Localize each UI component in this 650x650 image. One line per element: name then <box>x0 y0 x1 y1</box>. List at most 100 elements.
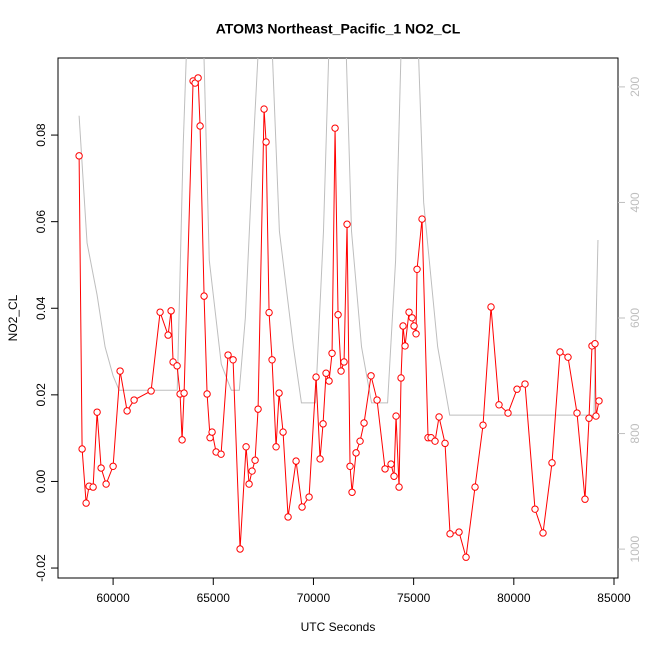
point <box>328 349 336 357</box>
point <box>164 331 172 339</box>
point <box>78 445 86 453</box>
x-tick-label: 60000 <box>96 591 130 605</box>
point <box>316 455 324 463</box>
point <box>352 449 360 457</box>
y2-tick-label: 600 <box>628 308 642 328</box>
point <box>319 420 327 428</box>
point <box>208 428 216 436</box>
x-tick-label: 85000 <box>597 591 631 605</box>
x-tick-label: 65000 <box>197 591 231 605</box>
point <box>173 362 181 370</box>
point <box>348 488 356 496</box>
point <box>446 530 454 538</box>
point <box>325 377 333 385</box>
point <box>272 443 280 451</box>
point <box>248 467 256 475</box>
point <box>89 483 97 491</box>
point <box>200 292 208 300</box>
point <box>109 462 117 470</box>
x-tick-label: 70000 <box>297 591 331 605</box>
point <box>395 483 403 491</box>
point <box>254 405 262 413</box>
point <box>322 369 330 377</box>
point <box>292 457 300 465</box>
x-tick-label: 80000 <box>497 591 531 605</box>
point <box>312 373 320 381</box>
point <box>387 460 395 468</box>
x-axis-label: UTC Seconds <box>301 620 376 634</box>
point <box>242 443 250 451</box>
point <box>390 472 398 480</box>
point <box>504 409 512 417</box>
point <box>224 351 232 359</box>
y-tick-label: 0.06 <box>34 210 48 234</box>
point <box>194 74 202 82</box>
point <box>381 465 389 473</box>
point <box>399 322 407 330</box>
point <box>392 412 400 420</box>
y2-tick-label: 800 <box>628 423 642 443</box>
point <box>373 396 381 404</box>
point <box>556 348 564 356</box>
point <box>410 322 418 330</box>
point <box>268 356 276 364</box>
y-tick-label: 0.00 <box>34 469 48 493</box>
point <box>435 413 443 421</box>
point <box>130 396 138 404</box>
point <box>408 314 416 322</box>
point <box>284 513 292 521</box>
point <box>245 480 253 488</box>
point <box>471 483 479 491</box>
point <box>360 419 368 427</box>
point <box>82 499 90 507</box>
series-line <box>78 58 599 416</box>
point <box>196 122 204 130</box>
point <box>595 397 603 405</box>
point <box>229 356 237 364</box>
point <box>487 303 495 311</box>
point <box>462 553 470 561</box>
point <box>331 124 339 132</box>
point <box>260 105 268 113</box>
point <box>412 330 420 338</box>
point <box>334 311 342 319</box>
point <box>521 380 529 388</box>
point <box>564 353 572 361</box>
y-tick-label: 0.02 <box>34 383 48 407</box>
point <box>581 495 589 503</box>
point <box>591 340 599 348</box>
point <box>548 459 556 467</box>
point <box>236 545 244 553</box>
point <box>405 308 413 316</box>
point <box>102 480 110 488</box>
point <box>585 414 593 422</box>
plot-area <box>75 58 603 561</box>
y2-tick-label: 200 <box>628 77 642 97</box>
point <box>397 374 405 382</box>
y2-tick-label: 400 <box>628 192 642 212</box>
point <box>531 505 539 513</box>
point <box>431 437 439 445</box>
point <box>217 450 225 458</box>
point <box>75 152 83 160</box>
point <box>455 528 463 536</box>
point <box>262 138 270 146</box>
point <box>167 307 175 315</box>
point <box>592 412 600 420</box>
point <box>203 390 211 398</box>
y2-tick-label: 1000 <box>628 535 642 562</box>
point <box>180 389 188 397</box>
point <box>479 421 487 429</box>
point <box>539 529 547 537</box>
point <box>93 408 101 416</box>
point <box>298 503 306 511</box>
x-tick-label: 75000 <box>397 591 431 605</box>
point <box>97 464 105 472</box>
point <box>147 387 155 395</box>
point <box>340 358 348 366</box>
point <box>178 436 186 444</box>
point <box>356 437 364 445</box>
y-tick-label: -0.02 <box>34 554 48 582</box>
